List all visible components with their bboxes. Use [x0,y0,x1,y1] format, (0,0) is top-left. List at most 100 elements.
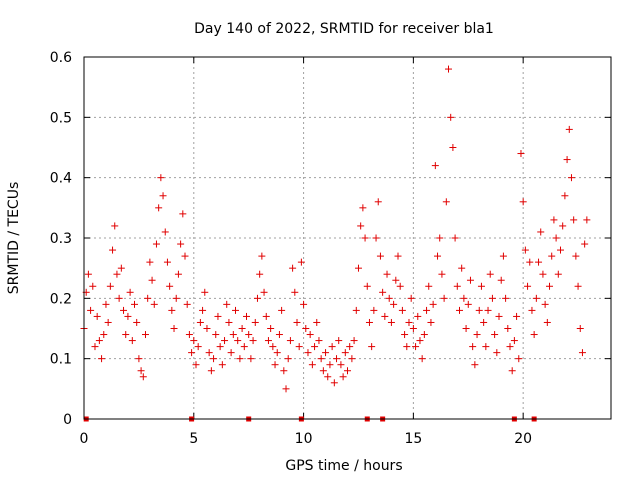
data-point [214,312,222,320]
data-point [280,367,288,375]
data-point [567,174,575,182]
data-point [216,343,224,351]
data-point [471,361,479,369]
data-point [526,258,534,266]
data-point [453,282,461,290]
data-point [258,252,266,260]
data-point [427,318,435,326]
data-point [163,258,171,266]
data-point [172,294,180,302]
data-point [394,252,402,260]
data-point [508,367,516,375]
data-point [225,318,233,326]
data-point [84,270,92,278]
data-point [152,240,160,248]
data-point [234,337,242,345]
data-point [528,306,536,314]
data-point [392,276,400,284]
data-point [396,282,404,290]
data-point [223,300,231,308]
data-point [157,174,165,182]
data-point [462,325,470,332]
data-point [532,294,540,302]
data-point [161,228,169,236]
data-point [473,331,481,339]
data-point [120,306,128,314]
data-point [199,306,207,314]
data-point [416,337,424,345]
data-point [87,306,95,314]
data-point [324,373,332,381]
data-point [506,343,514,351]
data-point [313,318,321,326]
x-tick-label: 0 [80,431,89,447]
data-point [480,318,488,326]
y-tick-label: 0.1 [50,352,72,368]
data-point [262,312,270,320]
data-point [205,349,213,357]
data-point [337,361,345,369]
data-point [583,216,591,224]
data-point [188,349,196,357]
data-point [122,331,130,339]
axis-ticks: 0 0.1 0.2 0.3 0.4 0.5 0.6 0 5 10 15 20 [50,50,611,447]
data-point [464,300,472,308]
data-point [425,282,433,290]
data-point [401,331,409,339]
data-point [100,331,108,339]
data-point [574,282,582,290]
data-point [546,282,554,290]
data-point [95,337,103,345]
data-point [315,337,323,345]
data-point [212,331,220,339]
data-point [284,355,292,363]
data-point [201,288,209,296]
data-point [194,343,202,351]
data-point [311,343,319,351]
data-point [117,264,125,272]
data-point [541,300,549,308]
data-point [133,318,141,326]
data-point [144,294,152,302]
data-point [521,246,529,254]
data-point [466,276,474,284]
data-point [179,210,187,218]
data-point [344,367,351,375]
data-point [245,331,253,339]
x-tick-label: 20 [514,431,532,447]
data-point [519,198,527,206]
data-point [341,349,349,357]
x-tick-label: 10 [295,431,313,447]
x-tick-label: 5 [189,431,198,447]
data-point [352,306,360,314]
data-point [581,240,589,248]
grid-lines [84,56,611,419]
data-point [346,343,354,351]
data-point [354,264,362,272]
data-point [300,300,308,308]
data-point [497,276,505,284]
data-point [98,355,106,363]
data-point [159,192,167,200]
data-point [302,325,310,332]
data-point [168,306,176,314]
data-point [449,144,457,151]
data-point [306,331,314,339]
data-point [291,288,299,296]
data-point [442,198,450,206]
data-point [350,337,358,345]
data-point [273,349,281,357]
plot-frame [83,56,612,420]
data-point [434,252,442,260]
data-point [326,361,334,369]
data-point [550,216,558,224]
data-point [572,252,580,260]
data-point [128,337,136,345]
data-point [181,252,189,260]
data-point [218,361,226,369]
data-point [488,294,496,302]
data-point [385,294,393,302]
y-tick-label: 0.5 [50,110,72,126]
data-point [418,355,426,363]
